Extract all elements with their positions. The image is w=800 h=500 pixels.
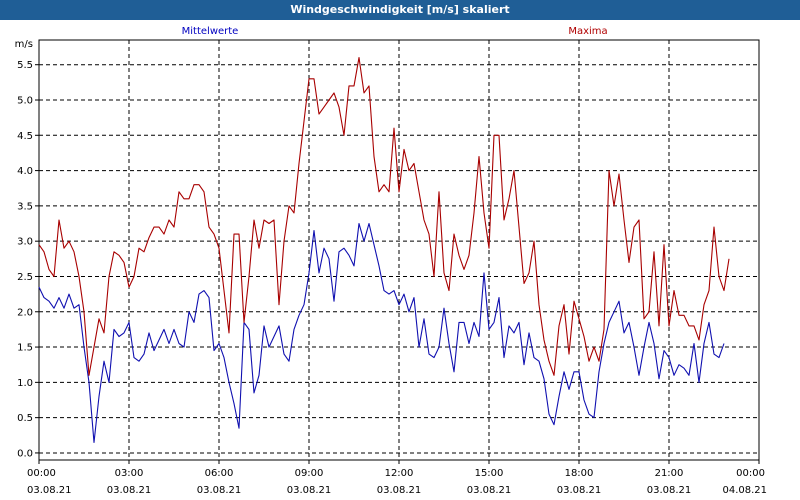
x-tick-date-label: 03.08.21 bbox=[27, 485, 72, 496]
x-tick-date-label: 03.08.21 bbox=[647, 485, 692, 496]
y-tick-label: 5.0 bbox=[17, 96, 33, 107]
x-tick-date-label: 03.08.21 bbox=[287, 485, 332, 496]
legend-mittelwerte: Mittelwerte bbox=[182, 26, 239, 37]
x-tick-time-label: 03:00 bbox=[115, 468, 144, 479]
y-tick-label: 3.0 bbox=[17, 237, 33, 248]
x-tick-time-label: 21:00 bbox=[655, 468, 684, 479]
y-tick-label: 4.0 bbox=[17, 166, 33, 177]
x-tick-time-label: 00:00 bbox=[27, 468, 56, 479]
legend-maxima: Maxima bbox=[568, 26, 607, 37]
y-tick-label: 4.5 bbox=[17, 131, 33, 142]
y-tick-label: 5.5 bbox=[17, 60, 33, 71]
y-tick-label: 1.5 bbox=[17, 343, 33, 354]
x-tick-date-label: 03.08.21 bbox=[197, 485, 242, 496]
x-tick-date-label: 03.08.21 bbox=[467, 485, 512, 496]
y-tick-label: 0.5 bbox=[17, 413, 33, 424]
x-tick-date-label: 03.08.21 bbox=[557, 485, 602, 496]
x-tick-date-label: 04.08.21 bbox=[722, 485, 767, 496]
y-tick-label: 2.5 bbox=[17, 272, 33, 283]
y-tick-label: 1.0 bbox=[17, 378, 33, 389]
x-tick-time-label: 06:00 bbox=[205, 468, 234, 479]
x-tick-time-label: 15:00 bbox=[475, 468, 504, 479]
x-tick-time-label: 12:00 bbox=[385, 468, 414, 479]
x-tick-time-label: 09:00 bbox=[295, 468, 324, 479]
chart-title: Windgeschwindigkeit [m/s] skaliert bbox=[0, 0, 800, 20]
y-axis-label: m/s bbox=[15, 39, 33, 50]
y-tick-label: 3.5 bbox=[17, 201, 33, 212]
x-tick-date-label: 03.08.21 bbox=[107, 485, 152, 496]
series-line-mittelwerte bbox=[38, 222, 725, 443]
y-tick-label: 2.0 bbox=[17, 307, 33, 318]
y-tick-label: 0.0 bbox=[17, 448, 33, 459]
x-tick-time-label: 18:00 bbox=[565, 468, 594, 479]
x-tick-date-label: 03.08.21 bbox=[377, 485, 422, 496]
series-line-maxima bbox=[38, 57, 730, 376]
x-tick-time-label: 00:00 bbox=[736, 468, 765, 479]
